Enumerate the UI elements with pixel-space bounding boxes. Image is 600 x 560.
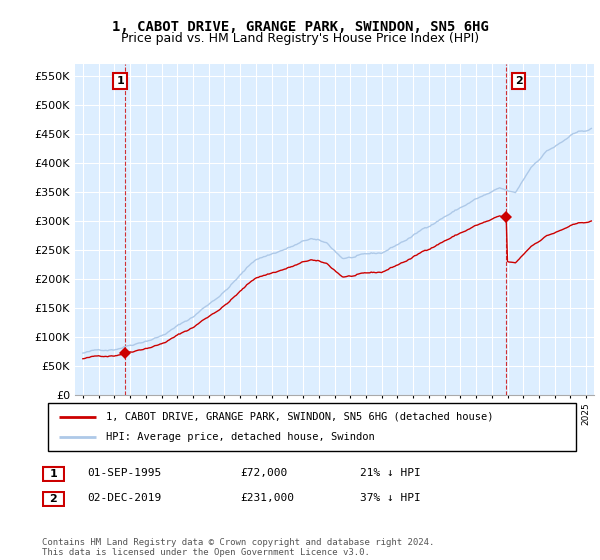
- Text: 1: 1: [116, 76, 124, 86]
- Text: 37% ↓ HPI: 37% ↓ HPI: [360, 493, 421, 503]
- Text: 02-DEC-2019: 02-DEC-2019: [87, 493, 161, 503]
- Text: HPI: Average price, detached house, Swindon: HPI: Average price, detached house, Swin…: [106, 432, 375, 442]
- Text: 2: 2: [515, 76, 523, 86]
- Bar: [43, 466, 64, 481]
- Text: Price paid vs. HM Land Registry's House Price Index (HPI): Price paid vs. HM Land Registry's House …: [121, 32, 479, 45]
- Text: 1, CABOT DRIVE, GRANGE PARK, SWINDON, SN5 6HG: 1, CABOT DRIVE, GRANGE PARK, SWINDON, SN…: [112, 20, 488, 34]
- Text: 2: 2: [50, 494, 57, 504]
- Text: £231,000: £231,000: [240, 493, 294, 503]
- Bar: [43, 492, 64, 506]
- Text: £72,000: £72,000: [240, 468, 287, 478]
- Text: 1: 1: [50, 469, 57, 479]
- Text: 01-SEP-1995: 01-SEP-1995: [87, 468, 161, 478]
- Text: 21% ↓ HPI: 21% ↓ HPI: [360, 468, 421, 478]
- Text: 1, CABOT DRIVE, GRANGE PARK, SWINDON, SN5 6HG (detached house): 1, CABOT DRIVE, GRANGE PARK, SWINDON, SN…: [106, 412, 494, 422]
- Text: Contains HM Land Registry data © Crown copyright and database right 2024.
This d: Contains HM Land Registry data © Crown c…: [42, 538, 434, 557]
